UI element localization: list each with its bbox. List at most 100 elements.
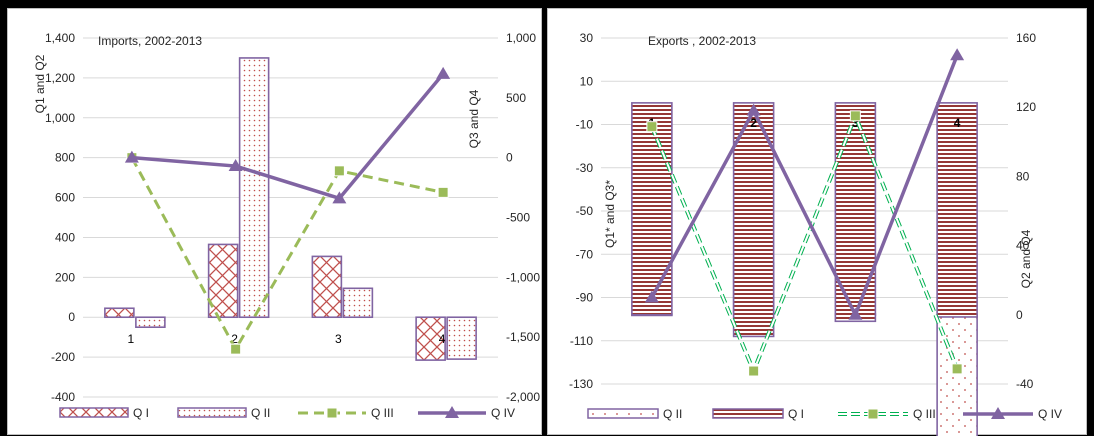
right-axis-label: Q3 and Q4 bbox=[467, 89, 481, 148]
legend-item: Q IV bbox=[418, 406, 515, 420]
left-tick-label: 200 bbox=[55, 270, 75, 284]
legend: Q II Q I Q III Q IV bbox=[587, 407, 1062, 421]
right-tick-label: 1,000 bbox=[506, 31, 536, 45]
legend-label: Q I bbox=[133, 406, 149, 420]
bar-qi-1 bbox=[631, 102, 673, 316]
left-tick-label: 1,400 bbox=[45, 31, 75, 45]
left-tick-label: 600 bbox=[55, 191, 75, 205]
right-tick-label: -1,500 bbox=[506, 330, 540, 344]
marker-triangle bbox=[332, 191, 347, 204]
marker-square bbox=[951, 363, 963, 375]
bar-qi-1 bbox=[104, 307, 135, 319]
right-tick-label: 40 bbox=[1016, 239, 1030, 253]
marker-triangle bbox=[124, 150, 139, 163]
marker-triangle bbox=[848, 307, 863, 320]
left-tick-label: 800 bbox=[55, 151, 75, 165]
category-label: 2 bbox=[750, 116, 757, 130]
bar-qii-2 bbox=[238, 57, 270, 319]
right-tick-label: 120 bbox=[1016, 100, 1036, 114]
right-tick-label: -1,000 bbox=[506, 270, 540, 284]
right-tick-label: 0 bbox=[506, 151, 513, 165]
line-path bbox=[130, 156, 444, 353]
left-axis-label: Q1 and Q2 bbox=[33, 54, 47, 113]
series-qiv bbox=[124, 66, 451, 204]
bar-qi-4 bbox=[415, 316, 446, 361]
marker-square bbox=[230, 343, 242, 355]
series-qiv bbox=[644, 48, 965, 320]
marker-triangle bbox=[950, 48, 965, 61]
legend-label: Q III bbox=[913, 407, 936, 421]
legend: Q I Q II Q III Q IV bbox=[59, 406, 515, 420]
left-tick-label: -130 bbox=[569, 377, 593, 391]
category-label: 2 bbox=[231, 332, 238, 346]
chart-title: Imports, 2002-2013 bbox=[98, 34, 202, 48]
line-path bbox=[131, 72, 445, 201]
bar-qii-4 bbox=[446, 316, 477, 360]
legend-swatch bbox=[59, 407, 129, 418]
left-tick-label: 0 bbox=[68, 310, 75, 324]
bar-qi-3 bbox=[311, 255, 343, 319]
legend-label: Q IV bbox=[1038, 407, 1062, 421]
marker-square bbox=[437, 186, 449, 198]
left-tick-label: 10 bbox=[580, 74, 594, 88]
legend-item: Q I bbox=[712, 407, 804, 421]
legend-item: Q I bbox=[59, 406, 149, 420]
category-label: 1 bbox=[128, 332, 135, 346]
left-tick-label: -110 bbox=[570, 334, 593, 348]
category-label: 3 bbox=[852, 116, 859, 130]
legend-swatch bbox=[177, 407, 247, 418]
category-label: 4 bbox=[954, 116, 961, 130]
legend-marker bbox=[991, 407, 1005, 419]
legend-item: Q III bbox=[298, 406, 394, 420]
right-tick-label: 500 bbox=[506, 91, 526, 105]
bar-qi-2 bbox=[732, 102, 775, 338]
legend-swatch bbox=[712, 408, 784, 419]
bar-qii-3 bbox=[342, 287, 374, 319]
legend-item: Q II bbox=[587, 407, 682, 421]
legend-marker bbox=[867, 408, 879, 420]
left-tick-label: -200 bbox=[51, 350, 75, 364]
legend-label: Q II bbox=[663, 407, 682, 421]
line-path-inner bbox=[650, 113, 959, 374]
right-tick-label: -500 bbox=[506, 211, 530, 225]
left-tick-label: 1,200 bbox=[45, 71, 75, 85]
legend-label: Q I bbox=[788, 407, 804, 421]
bar-qii-1 bbox=[135, 316, 166, 328]
left-tick-label: 30 bbox=[580, 31, 594, 45]
bar-qi-4 bbox=[936, 102, 978, 318]
right-tick-label: -2,000 bbox=[506, 390, 540, 404]
right-tick-label: -40 bbox=[1016, 377, 1034, 391]
category-label: 3 bbox=[335, 332, 342, 346]
marker-triangle bbox=[644, 290, 659, 303]
left-tick-label: -90 bbox=[576, 291, 594, 305]
right-tick-label: 0 bbox=[1016, 308, 1023, 322]
marker-square bbox=[333, 165, 345, 177]
exports-chart-panel: -130 -110 -90 -70 -50 -30 -10 10 30 -40 0 40 80 120 16… bbox=[547, 8, 1087, 436]
right-tick-label: 80 bbox=[1016, 169, 1030, 183]
line-path bbox=[650, 54, 959, 320]
series-qiii bbox=[646, 110, 963, 377]
imports-chart-panel: -400 -200 0 200 400 600 800 1,000 1,200 1,400 -2,0… bbox=[7, 8, 542, 435]
exports-chart: -130 -110 -90 -70 -50 -30 -10 10 30 -40 0 40 80 120 16… bbox=[569, 31, 1062, 436]
legend-label: Q III bbox=[371, 406, 394, 420]
left-tick-label: -10 bbox=[576, 118, 594, 132]
left-tick-label: -400 bbox=[51, 390, 75, 404]
left-axis-label: Q1* and Q3* bbox=[603, 180, 617, 248]
left-tick-label: 1,000 bbox=[45, 111, 75, 125]
marker-triangle bbox=[436, 66, 451, 79]
left-tick-label: -30 bbox=[576, 161, 594, 175]
imports-chart: -400 -200 0 200 400 600 800 1,000 1,200 1,400 -2,0… bbox=[33, 31, 540, 420]
category-label: 4 bbox=[439, 332, 446, 346]
marker-square bbox=[748, 365, 760, 377]
legend-item: Q II bbox=[177, 406, 270, 420]
legend-label: Q II bbox=[251, 406, 270, 420]
legend-item: Q III bbox=[838, 407, 936, 421]
right-axis-label: Q2 and Q4 bbox=[1019, 229, 1033, 288]
marker-triangle bbox=[228, 159, 243, 172]
right-tick-label: 160 bbox=[1016, 31, 1036, 45]
bar-qi-2 bbox=[207, 243, 239, 319]
left-tick-label: -50 bbox=[576, 204, 594, 218]
marker-square bbox=[646, 121, 658, 133]
legend-label: Q IV bbox=[491, 406, 515, 420]
left-tick-label: 400 bbox=[55, 230, 75, 244]
